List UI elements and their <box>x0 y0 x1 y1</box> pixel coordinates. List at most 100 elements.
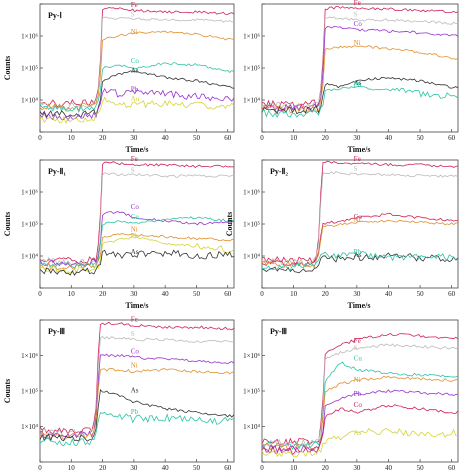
series-label-pb: Pb <box>131 232 139 240</box>
series-label-fe: Fe <box>354 337 361 345</box>
x-tick-label: 10 <box>290 464 298 472</box>
series-line-as <box>39 70 235 118</box>
series-line-as <box>261 427 459 458</box>
x-tick-label: 40 <box>162 464 170 472</box>
series-line-ni <box>39 30 235 112</box>
series-label-pb: Pb <box>131 408 139 416</box>
x-tick-label: 60 <box>224 464 232 472</box>
series-line-as <box>261 252 459 274</box>
x-tick-label: 0 <box>38 134 42 142</box>
series-label-cu: Cu <box>354 355 363 363</box>
x-tick-label: 40 <box>162 290 170 298</box>
x-tick-label: 30 <box>130 290 138 298</box>
y-tick-label: 1×10⁵ <box>21 65 38 73</box>
x-tick-label: 50 <box>193 134 201 142</box>
y-tick-label: 1×10⁵ <box>21 221 38 229</box>
x-tick-label: 50 <box>193 464 201 472</box>
series-line-as <box>39 249 235 276</box>
y-axis-label: Counts <box>3 56 12 80</box>
series-line-s <box>261 171 459 267</box>
series-label-s: S <box>354 10 358 18</box>
series-label-as: As <box>131 387 139 395</box>
plot-frame <box>39 159 235 289</box>
series-label-ni: Ni <box>354 39 361 47</box>
series-line-fe <box>261 160 459 265</box>
chart-panel-1: 1×10⁶ 1×10⁵ 1×10⁴ 0 10 20 30 40 50 60 Time/s Counts… <box>3 1 235 154</box>
x-tick-label: 30 <box>353 464 361 472</box>
series-line-co <box>39 61 235 113</box>
y-tick-label: 1×10⁶ <box>21 352 38 360</box>
series-label-co: Co <box>131 348 140 356</box>
series-line-fe <box>39 7 235 108</box>
panel-label: Py-Ⅲ <box>48 327 65 336</box>
series-label-ni: Ni <box>131 226 138 234</box>
x-tick-label: 60 <box>448 134 456 142</box>
series-label-ni: Ni <box>131 28 138 36</box>
series-label-fe: Fe <box>131 1 138 9</box>
y-axis-label: Counts <box>3 212 12 236</box>
series-label-pb: Pb <box>354 248 362 256</box>
x-tick-label: 50 <box>417 134 425 142</box>
x-tick-label: 20 <box>322 290 330 298</box>
x-tick-label: 50 <box>417 464 425 472</box>
x-axis-label: Time/s <box>126 145 149 154</box>
series-label-cu: Cu <box>131 213 140 221</box>
y-tick-label: 1×10⁵ <box>243 65 260 73</box>
x-tick-label: 60 <box>448 464 456 472</box>
x-tick-label: 60 <box>224 290 232 298</box>
series-line-pb <box>261 251 459 271</box>
series-label-s: S <box>354 344 358 352</box>
series-line-pb <box>39 235 235 275</box>
series-label-au: Au <box>131 95 140 103</box>
x-tick-label: 30 <box>130 464 138 472</box>
series-line-au <box>39 96 235 125</box>
series-label-fe: Fe <box>354 155 361 163</box>
series-label-as: As <box>354 251 362 259</box>
x-tick-label: 0 <box>260 290 264 298</box>
x-axis-label: Time/s <box>348 145 371 154</box>
y-tick-label: 1×10⁴ <box>243 423 260 431</box>
series-label-fe: Fe <box>131 155 138 163</box>
series-line-cu <box>39 216 235 269</box>
series-line-ni <box>39 367 235 441</box>
x-tick-label: 30 <box>353 290 361 298</box>
series-label-co: Co <box>354 20 363 28</box>
panel-label: Py-Ⅱ₁ <box>48 167 66 176</box>
series-line-fe <box>261 333 459 447</box>
x-tick-label: 30 <box>353 134 361 142</box>
x-tick-label: 60 <box>224 134 232 142</box>
series-line-s <box>39 335 235 438</box>
series-label-as: As <box>354 429 362 437</box>
x-tick-label: 40 <box>162 134 170 142</box>
series-line-pb <box>39 411 235 447</box>
y-tick-label: 1×10⁴ <box>21 97 38 105</box>
series-line-pb <box>261 85 459 118</box>
chart-panel-2: 1×10⁶ 1×10⁵ 1×10⁴ 0 10 20 30 40 50 60 Time/s Fe S Co N… <box>243 0 459 154</box>
x-tick-label: 50 <box>417 290 425 298</box>
series-line-as <box>39 389 235 442</box>
series-label-co: Co <box>354 213 363 221</box>
series-label-s: S <box>131 10 135 18</box>
series-line-ni <box>39 233 235 271</box>
y-tick-label: 1×10⁶ <box>21 189 38 197</box>
series-line-s <box>39 16 235 110</box>
x-tick-label: 20 <box>99 290 107 298</box>
series-line-as <box>261 76 459 115</box>
chart-panel-6: 1×10⁶ 1×10⁵ 1×10⁴ 0 10 20 30 40 50 60 Py-Ⅲ FeS Cu Ni P… <box>243 319 459 472</box>
x-tick-label: 60 <box>448 290 456 298</box>
series-line-pb <box>39 87 235 122</box>
y-axis-label: Counts <box>3 379 12 403</box>
x-tick-label: 10 <box>290 290 298 298</box>
series-line-ni <box>261 45 459 114</box>
series-label-co: Co <box>354 401 363 409</box>
series-label-ni: Ni <box>354 376 361 384</box>
series-label-s: S <box>131 166 135 174</box>
series-label-co: Co <box>131 57 140 65</box>
y-tick-label: 1×10⁴ <box>243 253 260 261</box>
series-line-co <box>39 210 234 267</box>
chart-panel-3: 1×10⁶ 1×10⁵ 1×10⁴ 0 10 20 30 40 50 60 Time/s Counts… <box>3 155 235 310</box>
panel-label: Py-Ⅲ <box>270 327 287 336</box>
series-label-as: As <box>131 248 139 256</box>
y-axis-label: Counts <box>225 212 234 236</box>
